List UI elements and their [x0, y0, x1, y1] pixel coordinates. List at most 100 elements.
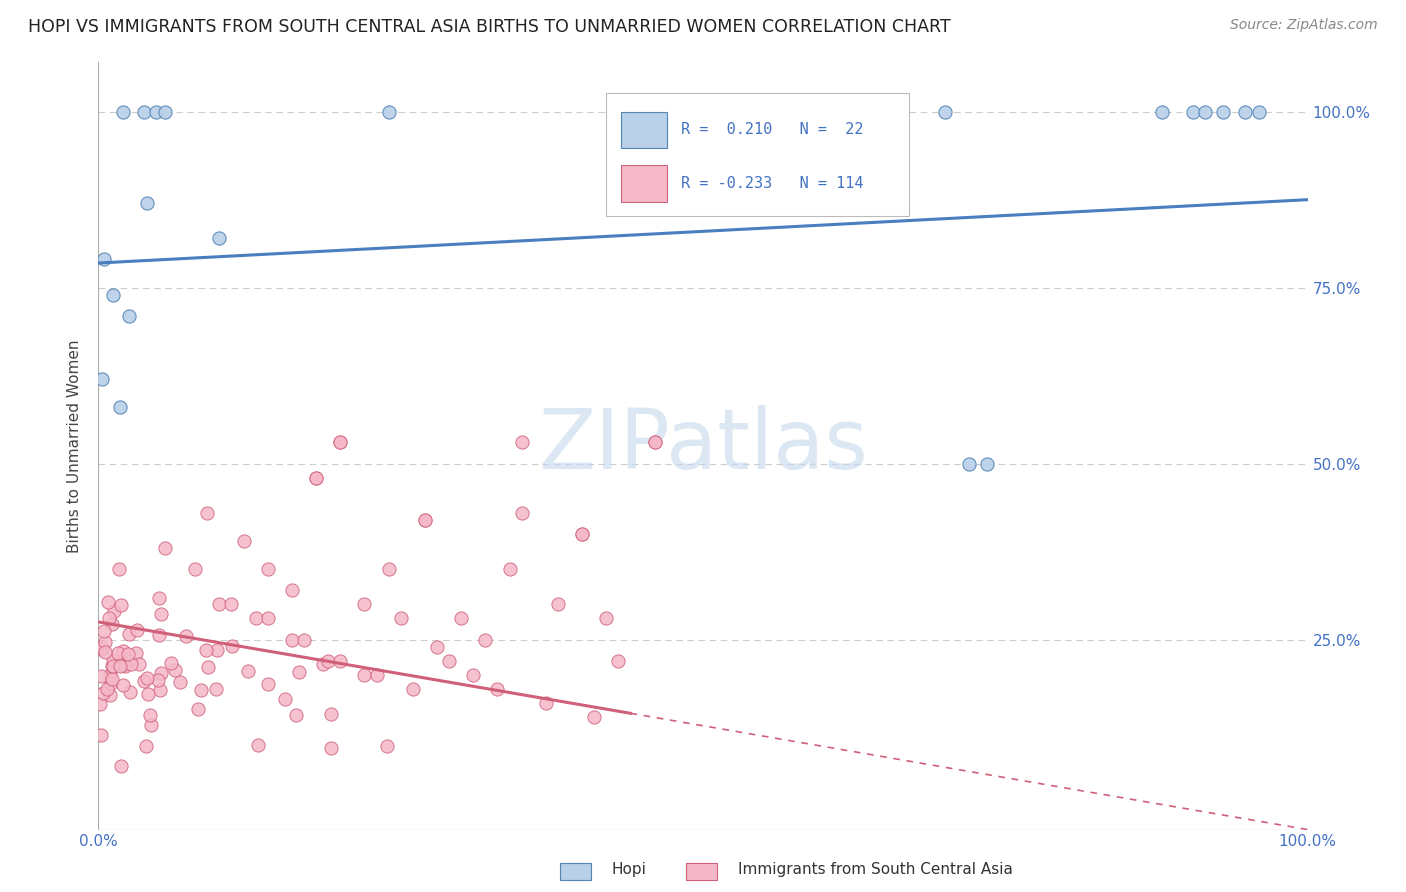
- Point: [366, 667, 388, 681]
- Point: [510, 435, 533, 450]
- Point: [139, 708, 162, 723]
- Point: [132, 674, 155, 689]
- Point: [91, 686, 114, 700]
- Point: [112, 657, 135, 672]
- Point: [571, 527, 593, 541]
- Point: [321, 740, 343, 755]
- Point: [232, 534, 254, 549]
- Point: [329, 654, 352, 668]
- Point: [1152, 104, 1174, 119]
- Point: [148, 591, 170, 606]
- Bar: [621, 165, 666, 202]
- Point: [94, 635, 117, 649]
- Point: [450, 611, 472, 625]
- Point: [1249, 104, 1271, 119]
- Text: Immigrants from South Central Asia: Immigrants from South Central Asia: [738, 863, 1014, 877]
- Point: [93, 624, 115, 638]
- Point: [153, 104, 176, 119]
- Point: [353, 667, 375, 681]
- Point: [135, 739, 157, 753]
- Point: [389, 611, 412, 625]
- Point: [136, 671, 159, 685]
- Point: [353, 598, 375, 612]
- Point: [547, 598, 569, 612]
- Point: [486, 681, 509, 696]
- Point: [148, 682, 170, 697]
- Point: [644, 435, 666, 450]
- Point: [114, 659, 136, 673]
- Point: [184, 562, 207, 576]
- Point: [256, 562, 278, 576]
- Point: [101, 659, 124, 673]
- Point: [976, 457, 998, 471]
- Point: [311, 657, 333, 672]
- Text: ZIPatlas: ZIPatlas: [538, 406, 868, 486]
- Point: [329, 435, 352, 450]
- Point: [204, 681, 226, 696]
- Text: Source: ZipAtlas.com: Source: ZipAtlas.com: [1230, 18, 1378, 32]
- Point: [287, 665, 309, 679]
- Text: R =  0.210   N =  22: R = 0.210 N = 22: [682, 122, 863, 137]
- Point: [101, 673, 124, 687]
- Point: [98, 667, 121, 681]
- Text: HOPI VS IMMIGRANTS FROM SOUTH CENTRAL ASIA BIRTHS TO UNMARRIED WOMEN CORRELATION: HOPI VS IMMIGRANTS FROM SOUTH CENTRAL AS…: [28, 18, 950, 36]
- Point: [413, 513, 436, 527]
- Point: [128, 657, 150, 672]
- Point: [375, 739, 398, 754]
- Point: [118, 627, 141, 641]
- Point: [120, 657, 142, 671]
- Point: [197, 660, 219, 674]
- Point: [595, 611, 617, 625]
- Point: [135, 196, 157, 211]
- Point: [256, 611, 278, 625]
- Point: [377, 562, 399, 576]
- Point: [208, 598, 231, 612]
- Point: [91, 372, 114, 386]
- Point: [305, 471, 328, 485]
- Point: [90, 669, 112, 683]
- Point: [187, 702, 209, 716]
- Point: [957, 457, 980, 471]
- Point: [934, 104, 956, 119]
- Point: [125, 646, 148, 660]
- Point: [205, 643, 228, 657]
- Point: [1181, 104, 1204, 119]
- Point: [136, 687, 159, 701]
- Text: Hopi: Hopi: [612, 863, 647, 877]
- Point: [437, 654, 460, 668]
- Point: [118, 309, 141, 323]
- Point: [96, 682, 118, 697]
- Point: [510, 506, 533, 520]
- Point: [319, 707, 342, 722]
- Point: [93, 645, 115, 659]
- Point: [571, 527, 593, 541]
- Point: [111, 644, 134, 658]
- Point: [1233, 104, 1256, 119]
- Point: [93, 252, 115, 267]
- Point: [118, 685, 141, 699]
- FancyBboxPatch shape: [606, 93, 908, 216]
- Point: [534, 696, 557, 710]
- Point: [134, 104, 156, 119]
- Bar: [621, 112, 666, 148]
- Point: [100, 676, 122, 690]
- Point: [159, 656, 181, 670]
- Point: [110, 598, 132, 612]
- Point: [474, 632, 496, 647]
- Point: [117, 647, 139, 661]
- Point: [110, 658, 132, 673]
- Point: [101, 287, 124, 301]
- Point: [292, 632, 315, 647]
- Point: [107, 646, 129, 660]
- Point: [100, 658, 122, 673]
- Point: [221, 598, 243, 612]
- Point: [247, 738, 270, 752]
- Point: [91, 641, 114, 656]
- Point: [607, 654, 630, 668]
- Point: [139, 717, 162, 731]
- Y-axis label: Births to Unmarried Women: Births to Unmarried Women: [67, 339, 83, 553]
- Point: [195, 506, 218, 520]
- Point: [238, 664, 260, 678]
- Point: [583, 710, 606, 724]
- Text: R = -0.233   N = 114: R = -0.233 N = 114: [682, 176, 863, 191]
